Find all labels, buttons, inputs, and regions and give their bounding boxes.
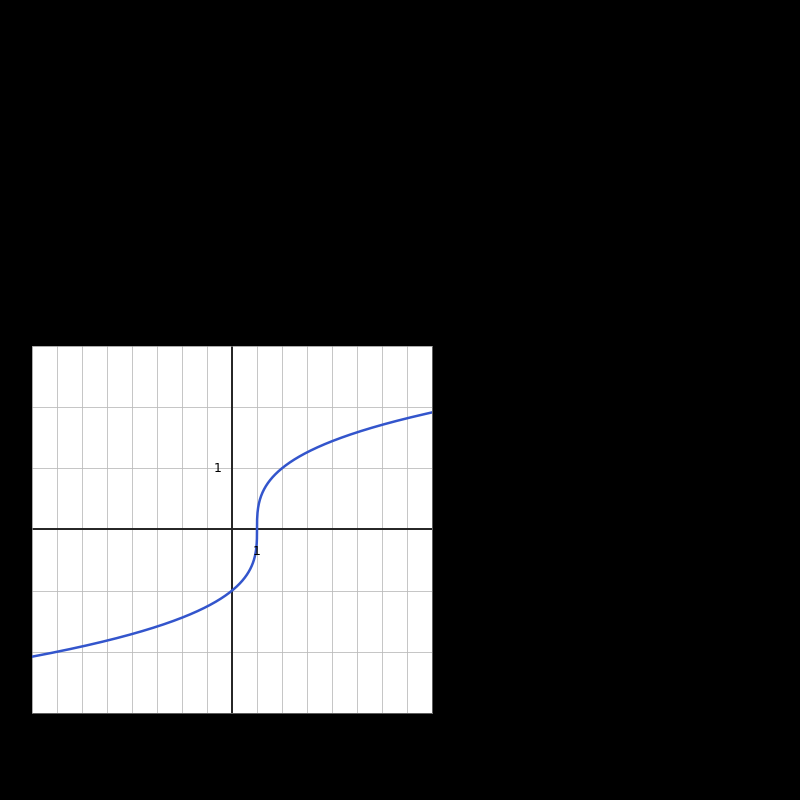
- Text: $a)\;y = \sqrt[3]{x-3}$: $a)\;y = \sqrt[3]{x-3}$: [454, 369, 572, 397]
- Text: Enter: Enter: [632, 739, 680, 757]
- Text: $b)\;y = \sqrt[3]{x} - 3$: $b)\;y = \sqrt[3]{x} - 3$: [454, 430, 571, 454]
- Text: $e)\;y = \sqrt[3]{x} + 3$: $e)\;y = \sqrt[3]{x} + 3$: [454, 627, 570, 651]
- Text: Enter the letter for the function graphed: Enter the letter for the function graphe…: [161, 222, 639, 246]
- Text: below.: below.: [357, 269, 443, 293]
- Text: 1: 1: [253, 545, 261, 558]
- Text: 1: 1: [214, 462, 222, 474]
- Text: $c)\;y = 3 - \sqrt[3]{x}$: $c)\;y = 3 - \sqrt[3]{x}$: [454, 492, 571, 516]
- Text: $d)\;y = \sqrt[3]{x+3}$: $d)\;y = \sqrt[3]{x+3}$: [454, 559, 572, 587]
